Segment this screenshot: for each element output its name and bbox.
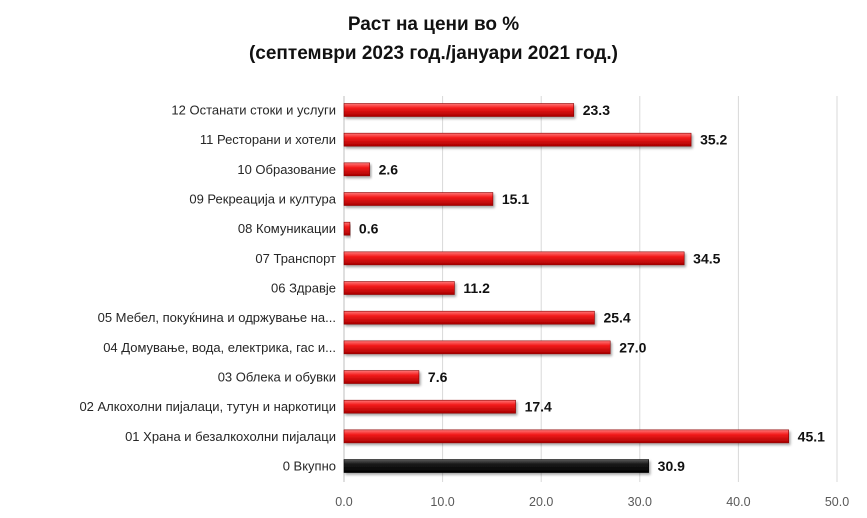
value-label: 34.5 [693,250,720,266]
bar [343,370,420,384]
value-label: 30.9 [658,458,685,474]
category-label: 09 Рекреација и култура [189,192,336,207]
value-label: 11.2 [463,280,490,296]
category-label: 01 Храна и безалкохолни пијалаци [125,429,336,444]
bar [343,251,685,266]
labels: 0.0 10.0 20.0 30.0 40.0 50.0 12 Останати стоки… [79,102,849,509]
bar [343,221,351,236]
value-label: 15.1 [502,191,529,207]
x-tick-label: 30.0 [628,495,652,509]
bar [343,281,455,295]
category-label: 10 Образование [237,162,336,177]
category-label: 11 Ресторани и хотели [200,132,336,147]
bar [343,399,516,414]
bar [343,429,789,444]
category-label: 08 Комуникации [238,221,336,236]
value-label: 2.6 [379,161,399,177]
value-label: 17.4 [525,399,552,415]
category-label: 07 Транспорт [255,251,336,266]
category-label: 0 Вкупно [283,459,336,474]
bar [343,459,649,473]
category-label: 02 Алкохолни пијалаци, тутун и наркотици [79,399,336,414]
chart-title-line-2: (септември 2023 год./јануари 2021 год.) [248,43,619,64]
bar [343,340,611,355]
x-tick-label: 0.0 [335,495,352,509]
x-tick-label: 20.0 [529,495,553,509]
category-label: 05 Мебел, покуќнина и одржување на... [98,310,336,325]
bar [343,103,575,117]
category-label: 12 Останати стоки и услуги [171,103,336,118]
category-label: 04 Домување, вода, електрика, гас и... [103,340,336,355]
value-label: 45.1 [798,428,825,444]
category-label: 03 Облека и обувки [218,370,336,385]
bars [343,103,789,473]
value-label: 25.4 [603,310,630,326]
bar [343,192,494,206]
bar [343,132,692,147]
value-label: 27.0 [619,339,646,355]
x-tick-label: 10.0 [430,495,454,509]
value-label: 35.2 [700,132,727,148]
category-label: 06 Здравје [271,281,336,296]
chart-title-line-1: Раст на цени во % [347,14,520,35]
chart-title: Раст на цени во % (септември 2023 год./ј… [0,10,867,68]
x-tick-label: 50.0 [825,495,849,509]
x-tick-label: 40.0 [726,495,750,509]
bar [343,162,370,177]
value-label: 7.6 [428,369,448,385]
value-label: 0.6 [359,221,379,237]
bar [343,310,595,325]
value-label: 23.3 [583,102,610,118]
